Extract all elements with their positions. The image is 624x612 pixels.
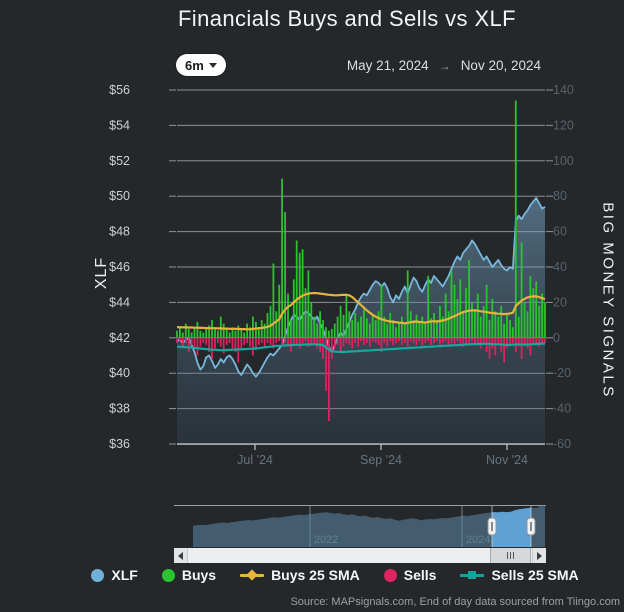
buys-sma-marker-icon [240,568,265,581]
triangle-left-icon [178,551,183,560]
legend-item-xlf[interactable]: XLF [91,567,138,583]
right-axis-title: BIG MONEY SIGNALS [599,202,617,399]
legend-label: Buys [181,567,217,583]
scrollbar-right-arrow[interactable] [532,548,546,563]
triangle-right-icon [537,551,542,560]
navigator-scrollbar [174,548,546,563]
chevron-down-icon [208,62,217,68]
svg-text:$46: $46 [109,260,130,274]
scrollbar-thumb[interactable] [490,548,531,563]
grip-icon [513,552,514,559]
svg-text:80: 80 [553,189,567,203]
range-selector-label: 6m [185,57,204,73]
diamond-icon [246,568,258,581]
legend-item-sells[interactable]: Sells [383,567,437,583]
svg-text:120: 120 [553,118,574,132]
svg-text:$56: $56 [109,83,130,97]
date-range: May 21, 2024 → Nov 20, 2024 [347,58,541,73]
svg-text:$36: $36 [109,437,130,451]
buys-bars-series [176,100,546,338]
scrollbar-left-arrow[interactable] [174,548,188,563]
grip-icon [510,552,511,559]
legend-item-sells-sma[interactable]: Sells 25 SMA [460,567,579,583]
legend-label: Sells [403,567,437,583]
svg-text:40: 40 [553,260,567,274]
left-axis-title: XLF [93,256,110,290]
svg-text:$54: $54 [109,118,130,132]
svg-text:20: 20 [553,295,567,309]
svg-text:140: 140 [553,83,574,97]
svg-text:100: 100 [553,154,574,168]
legend-label: XLF [111,567,138,583]
legend-item-buys[interactable]: Buys [161,567,217,583]
svg-text:-60: -60 [553,437,571,451]
arrow-right-icon: → [438,58,451,73]
svg-text:-20: -20 [553,366,571,380]
legend-label: Buys 25 SMA [271,567,360,583]
source-note: Source: MAPsignals.com, End of day data … [290,596,620,608]
square-icon [468,570,477,579]
svg-text:$44: $44 [109,295,130,309]
svg-text:$48: $48 [109,225,130,239]
buys-marker-icon [161,568,175,582]
svg-text:-40: -40 [553,402,571,416]
svg-text:$40: $40 [109,366,130,380]
legend: XLF Buys Buys 25 SMA Sells Sells 25 SMA [0,567,624,583]
svg-text:Nov '24: Nov '24 [486,453,528,467]
sells-sma-marker-icon [460,570,485,579]
svg-text:$52: $52 [109,154,130,168]
page-title: Financials Buys and Sells vs XLF [177,6,517,31]
axis-labels: $56 140 $54 120 $52 100 $50 80 $48 60 $46 40 $44 20 $4… [109,83,574,467]
svg-text:$42: $42 [109,331,130,345]
grip-icon [507,552,508,559]
svg-text:Sep '24: Sep '24 [360,453,402,467]
range-selector-button[interactable]: 6m [176,54,226,76]
svg-text:0: 0 [553,331,560,345]
svg-text:$50: $50 [109,189,130,203]
sells-sma-line [176,342,546,354]
svg-text:60: 60 [553,225,567,239]
xlf-marker-icon [91,568,105,582]
svg-text:Jul '24: Jul '24 [237,453,273,467]
sells-marker-icon [383,568,397,582]
date-from[interactable]: May 21, 2024 [346,58,429,73]
navigator-chart: 20222024 [174,505,546,547]
svg-text:$38: $38 [109,402,130,416]
legend-label: Sells 25 SMA [491,567,579,583]
date-to[interactable]: Nov 20, 2024 [460,58,541,73]
legend-item-buys-sma[interactable]: Buys 25 SMA [240,567,360,583]
buys-sma-line [177,291,546,331]
navigator-handles[interactable] [487,506,536,547]
